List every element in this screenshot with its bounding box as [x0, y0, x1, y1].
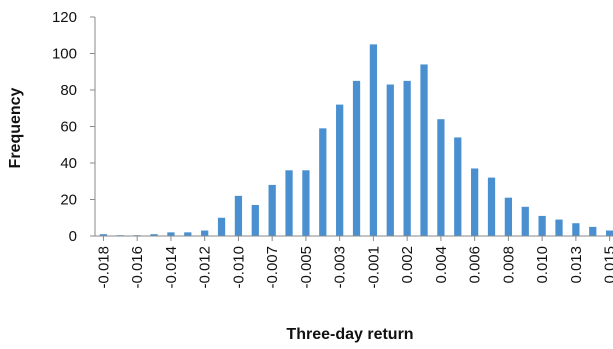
y-tick-label: 40	[60, 155, 77, 172]
y-tick-label: 60	[60, 119, 77, 136]
bar-0.006	[471, 168, 479, 236]
x-tick-label: 0.010	[534, 246, 551, 284]
x-tick-label: 0.006	[467, 246, 484, 284]
bar-0.011	[555, 219, 563, 236]
bar-0.008	[504, 197, 513, 236]
bar-0.009	[521, 206, 529, 236]
bar--0.006	[285, 170, 293, 236]
x-tick-label: -0.007	[264, 246, 281, 289]
y-axis-title: Frequency	[7, 87, 24, 168]
y-axis: 0 20 40 60 80 100 120	[52, 9, 96, 245]
bar-0.002	[403, 80, 411, 236]
bar--0.012	[201, 230, 209, 236]
bar--0.003	[336, 104, 344, 236]
x-tick-label: -0.010	[230, 246, 247, 289]
y-tick-label: 100	[52, 46, 77, 63]
bar--0.002	[352, 80, 361, 236]
x-tick-label: 0.008	[500, 246, 517, 284]
x-tick-label: 0.015	[602, 246, 613, 284]
x-tick-label: -0.012	[197, 246, 214, 289]
bar--0.015	[150, 234, 158, 236]
bar--0.013	[184, 232, 192, 236]
x-tick-label: 0.013	[568, 246, 585, 284]
bar-0.013	[572, 223, 580, 236]
bar-0.007	[487, 177, 496, 236]
bar--0.018	[99, 234, 108, 236]
bar-0.015	[605, 230, 613, 236]
bar--0.005	[302, 170, 310, 236]
x-tick-label: -0.003	[332, 246, 349, 289]
y-tick-label: 0	[69, 228, 77, 245]
bar-0.005	[454, 137, 462, 236]
y-tick-label: 120	[52, 9, 77, 26]
x-tick-label: 0.002	[399, 246, 416, 284]
bar-0.014	[589, 226, 597, 236]
y-tick-label: 80	[60, 82, 77, 99]
bar--0.014	[167, 232, 175, 236]
bar--0.004	[319, 128, 327, 236]
bar--0.010	[234, 195, 243, 236]
bar--0.011	[217, 217, 226, 236]
bar--0.008	[251, 204, 259, 236]
x-tick-label: -0.018	[95, 246, 112, 289]
x-tick-label: -0.016	[129, 246, 146, 289]
x-tick-label: -0.001	[365, 246, 382, 289]
bar--0.001	[369, 44, 378, 236]
bar-0.010	[538, 215, 546, 236]
x-axis: -0.018 -0.016 -0.014 -0.012 -0.010 -0.007 -0.0…	[95, 235, 613, 289]
bar--0.007	[268, 184, 276, 236]
x-tick-label: -0.014	[163, 246, 180, 289]
y-tick-label: 20	[60, 192, 77, 209]
bar-0.003	[420, 64, 428, 236]
x-tick-label: 0.004	[433, 246, 450, 284]
x-tick-label: -0.005	[298, 246, 315, 289]
bar-0.004	[437, 119, 445, 236]
bars-layer	[99, 44, 613, 237]
x-axis-title: Three-day return	[286, 326, 413, 343]
bar-0.000	[386, 84, 394, 237]
